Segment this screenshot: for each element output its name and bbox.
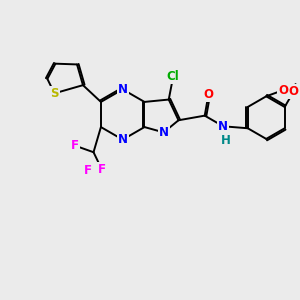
Text: F: F bbox=[84, 164, 92, 177]
Text: F: F bbox=[71, 139, 79, 152]
Text: O: O bbox=[203, 88, 213, 101]
Text: H: H bbox=[221, 134, 231, 147]
Text: N: N bbox=[218, 120, 228, 133]
Text: O: O bbox=[278, 84, 288, 97]
Text: O: O bbox=[289, 85, 298, 98]
Text: S: S bbox=[50, 87, 59, 100]
Text: N: N bbox=[159, 126, 169, 139]
Text: Cl: Cl bbox=[167, 70, 180, 83]
Text: F: F bbox=[98, 163, 106, 176]
Text: N: N bbox=[118, 133, 128, 146]
Text: N: N bbox=[118, 83, 128, 96]
